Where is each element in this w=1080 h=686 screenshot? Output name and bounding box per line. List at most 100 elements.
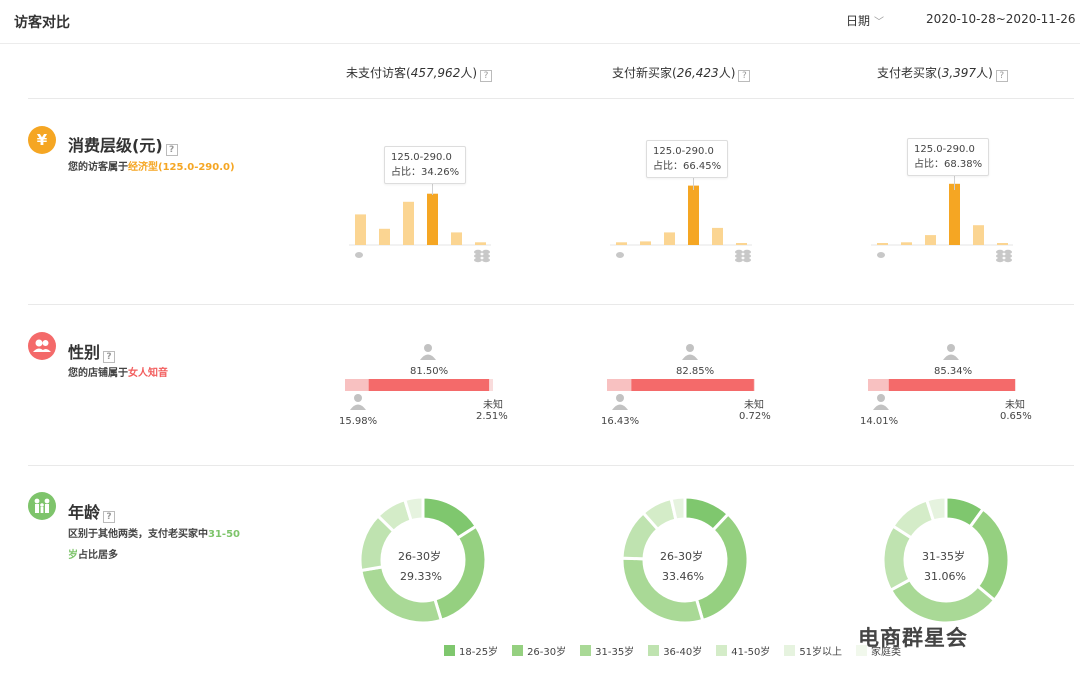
spending-bar — [379, 228, 390, 245]
legend-swatch — [648, 644, 660, 656]
legend-swatch — [716, 644, 728, 656]
age-donut-slice — [432, 524, 488, 623]
divider — [28, 465, 1074, 466]
section-desc-gender: 您的店铺属于女人知音 — [68, 363, 258, 384]
spending-bar — [949, 183, 960, 245]
legend-item[interactable]: 家庭类 — [856, 643, 901, 658]
tooltip-share: 占比：66.45% — [653, 161, 722, 172]
section-desc-spending: 您的访客属于经济型(125.0-290.0) — [68, 157, 258, 178]
date-range[interactable]: 2020-10-28~2020-11-26 — [926, 12, 1076, 26]
legend-item[interactable]: 18-25岁 — [444, 643, 498, 658]
users-icon — [28, 332, 56, 360]
spending-tooltip: 125.0-290.0 占比：34.26% — [384, 146, 467, 184]
coin-stack-icon — [743, 253, 751, 259]
spending-bar — [355, 214, 366, 245]
unknown-label: 未知 — [1005, 400, 1025, 411]
help-icon[interactable]: ? — [480, 70, 493, 82]
female-pct: 85.34% — [934, 366, 973, 377]
coin-stack-icon — [474, 257, 482, 263]
chevron-down-icon[interactable]: ﹀ — [874, 17, 884, 28]
legend-item[interactable]: 41-50岁 — [716, 643, 770, 658]
legend-label: 36-40岁 — [663, 646, 703, 658]
desc-text: 区别于其他两类，支付老买家中 — [68, 529, 208, 540]
help-icon[interactable]: ? — [103, 351, 116, 363]
divider — [28, 304, 1074, 305]
section-title-gender: 性别? — [68, 339, 116, 363]
desc-highlight: 经济型(125.0-290.0) — [128, 162, 235, 173]
help-icon[interactable]: ? — [995, 70, 1008, 82]
age-legend: 18-25岁 26-30岁 31-35岁 36-40岁 41-50岁 51岁以上 家庭类 — [444, 643, 915, 658]
spending-tooltip: 125.0-290.0 占比：66.45% — [646, 140, 729, 178]
help-icon[interactable]: ? — [165, 144, 178, 156]
coin-stack-icon — [482, 249, 490, 255]
column-header-new: 支付新买家(26,423人)? — [612, 64, 751, 82]
tooltip-share: 占比：68.38% — [914, 159, 983, 170]
legend-item[interactable]: 26-30岁 — [512, 643, 567, 658]
spending-bar — [925, 235, 936, 245]
female-person-icon — [424, 344, 432, 352]
coin-stack-icon — [735, 257, 743, 263]
coin-stack-icon — [1004, 253, 1012, 259]
legend-label: 26-30岁 — [527, 646, 567, 658]
spending-bar — [403, 201, 414, 245]
coin-small-icon — [355, 252, 363, 258]
age-donut-slice — [924, 495, 948, 523]
column-unit: 人 — [976, 66, 989, 80]
unknown-bar-segment — [489, 379, 493, 391]
donut-center-label: 31-35岁 — [922, 550, 965, 563]
male-bar-segment — [345, 379, 369, 391]
legend-item[interactable]: 51岁以上 — [784, 643, 842, 658]
female-bar-segment — [368, 379, 490, 391]
unknown-label: 未知 — [744, 400, 764, 411]
tooltip-range: 125.0-290.0 — [914, 144, 975, 155]
coin-stack-icon — [743, 249, 751, 255]
legend-item[interactable]: 31-35岁 — [580, 643, 634, 658]
spending-bar — [973, 225, 984, 245]
spending-bar — [664, 232, 675, 245]
watermark: 电商群星会 — [858, 626, 968, 650]
help-icon[interactable]: ? — [738, 70, 751, 82]
spending-bar — [616, 242, 627, 245]
desc-text: 占比居多 — [78, 550, 118, 561]
age-donut-slice — [669, 495, 687, 522]
female-person-icon — [943, 354, 959, 360]
legend-swatch — [580, 644, 592, 656]
male-pct: 14.01% — [860, 416, 899, 427]
male-bar-segment — [868, 379, 889, 391]
coin-stack-icon — [482, 253, 490, 259]
unknown-bar-segment — [1015, 379, 1017, 391]
column-count: 457,962 — [410, 66, 461, 80]
male-person-icon — [350, 404, 366, 410]
donut-center-label: 26-30岁 — [660, 550, 703, 563]
male-person-icon — [354, 394, 362, 402]
help-icon[interactable]: ? — [103, 511, 116, 523]
desc-text: 您的访客属于 — [68, 162, 128, 173]
spending-tooltip: 125.0-290.0 占比：68.38% — [907, 138, 990, 176]
female-person-icon — [686, 344, 694, 352]
male-person-icon — [616, 394, 624, 402]
legend-item[interactable]: 36-40岁 — [648, 643, 703, 658]
coin-stack-icon — [996, 257, 1004, 263]
spending-bar — [640, 241, 651, 245]
spending-bar — [877, 243, 888, 245]
section-title-text: 性别 — [68, 343, 101, 362]
spending-bar — [712, 227, 723, 245]
legend-swatch — [784, 644, 796, 656]
date-dropdown[interactable]: 日期 — [846, 14, 871, 28]
unknown-pct: 0.72% — [739, 411, 771, 422]
female-bar-segment — [631, 379, 754, 391]
male-person-icon — [877, 394, 885, 402]
tooltip-range: 125.0-290.0 — [653, 146, 714, 157]
legend-swatch — [856, 644, 868, 656]
female-pct: 82.85% — [676, 366, 715, 377]
female-person-icon — [947, 344, 955, 352]
donut-center-value: 29.33% — [400, 570, 442, 583]
unknown-bar-segment — [753, 379, 755, 391]
column-unit: 人 — [718, 66, 731, 80]
desc-highlight: 女人知音 — [128, 368, 168, 379]
male-bar-segment — [607, 379, 632, 391]
column-label: 支付老买家 — [877, 66, 938, 80]
